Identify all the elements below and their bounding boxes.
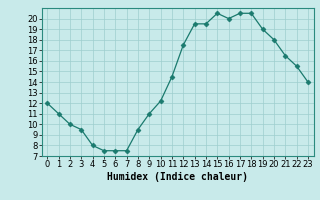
X-axis label: Humidex (Indice chaleur): Humidex (Indice chaleur) [107, 172, 248, 182]
